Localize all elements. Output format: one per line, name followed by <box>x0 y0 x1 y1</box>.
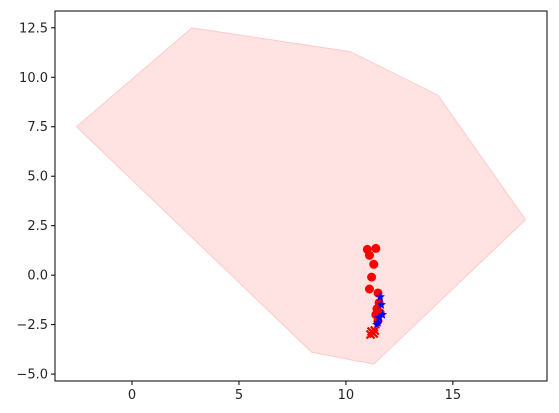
y-tick-label: 5.0 <box>27 170 48 185</box>
data-point-s2-3 <box>370 325 380 336</box>
x-tick-label: 10 <box>338 388 355 403</box>
points-layer <box>362 243 388 340</box>
hull-layer <box>75 27 527 365</box>
y-tick-label: −5.0 <box>16 368 48 383</box>
x-tick-label: 5 <box>235 388 243 403</box>
data-point-s0-5 <box>364 284 374 294</box>
data-point-s1-0 <box>375 291 385 301</box>
data-point-s1-5 <box>372 319 382 329</box>
data-point-s0-2 <box>364 250 374 260</box>
data-point-s1-1 <box>376 299 386 309</box>
y-tick-label: −2.5 <box>16 318 48 333</box>
y-tick-label: 0.0 <box>27 269 48 284</box>
x-axis: 0 5 10 15 <box>128 381 461 403</box>
data-point-s0-3 <box>369 259 379 269</box>
data-point-s1-3 <box>374 312 384 322</box>
data-point-s0-4 <box>367 272 377 282</box>
y-tick-label: 10.0 <box>19 71 48 86</box>
plot-frame <box>54 10 548 382</box>
y-tick-label: 12.5 <box>19 21 48 36</box>
y-tick-label: 2.5 <box>27 219 48 234</box>
hull-area <box>75 27 527 365</box>
data-point-s0-1 <box>371 243 381 253</box>
x-tick-label: 15 <box>445 388 462 403</box>
y-tick-label: 7.5 <box>27 120 48 135</box>
x-tick-label: 0 <box>128 388 136 403</box>
y-axis: −5.0 −2.5 0.0 2.5 5.0 7.5 10.0 12.5 <box>16 21 55 383</box>
